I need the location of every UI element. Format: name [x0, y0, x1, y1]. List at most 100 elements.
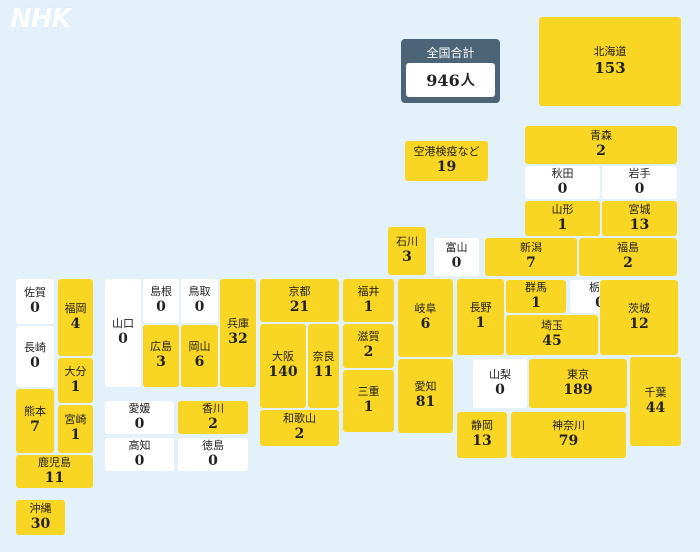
prefecture-name: 長野: [469, 301, 492, 315]
prefecture-okinawa[interactable]: 沖縄 30: [16, 500, 65, 535]
prefecture-count: 7: [526, 255, 536, 272]
prefecture-count: 0: [118, 331, 128, 348]
prefecture-count: 1: [557, 216, 568, 233]
prefecture-hiroshima[interactable]: 広島 3: [143, 325, 179, 387]
prefecture-name: 高知: [128, 438, 151, 452]
prefecture-oita[interactable]: 大分 1: [58, 358, 93, 403]
prefecture-gunma[interactable]: 群馬 1: [506, 280, 566, 313]
prefecture-miyagi[interactable]: 宮城 13: [602, 201, 677, 236]
prefecture-yamanashi[interactable]: 山梨 0: [473, 359, 527, 408]
prefecture-name: 鹿児島: [38, 455, 71, 469]
prefecture-count: 1: [531, 294, 541, 311]
prefecture-name: 福岡: [64, 301, 87, 315]
prefecture-kyoto[interactable]: 京都 21: [260, 279, 339, 322]
prefecture-fukushima[interactable]: 福島 2: [579, 238, 677, 276]
prefecture-kanagawa[interactable]: 神奈川 79: [511, 412, 626, 458]
prefecture-name: 青森: [590, 129, 612, 143]
prefecture-count: 2: [363, 344, 374, 361]
prefecture-hyogo[interactable]: 兵庫 32: [220, 279, 256, 387]
prefecture-akita[interactable]: 秋田 0: [525, 166, 600, 199]
prefecture-name: 埼玉: [541, 319, 563, 333]
prefecture-iwate[interactable]: 岩手 0: [602, 166, 677, 199]
prefecture-name: 秋田: [551, 166, 574, 180]
prefecture-count: 4: [70, 315, 81, 332]
prefecture-name: 静岡: [471, 419, 493, 433]
prefecture-saga[interactable]: 佐賀 0: [16, 279, 54, 324]
prefecture-name: 福井: [357, 284, 380, 298]
prefecture-wakayama[interactable]: 和歌山 2: [260, 410, 339, 446]
prefecture-aichi[interactable]: 愛知 81: [398, 359, 453, 433]
prefecture-count: 0: [30, 299, 40, 316]
prefecture-ehime[interactable]: 愛媛 0: [105, 401, 174, 434]
prefecture-count: 44: [645, 399, 666, 416]
prefecture-name: 茨城: [628, 301, 650, 315]
prefecture-name: 千葉: [644, 385, 667, 399]
prefecture-kumamoto[interactable]: 熊本 7: [16, 389, 54, 453]
prefecture-count: 32: [228, 331, 248, 348]
prefecture-kagoshima[interactable]: 鹿児島 11: [16, 455, 93, 488]
prefecture-shimane[interactable]: 島根 0: [143, 279, 179, 323]
prefecture-okayama[interactable]: 岡山 6: [181, 325, 218, 387]
prefecture-count: 45: [542, 333, 562, 350]
prefecture-tokyo[interactable]: 東京 189: [529, 359, 627, 408]
prefecture-saitama[interactable]: 埼玉 45: [506, 315, 598, 355]
prefecture-count: 19: [436, 159, 457, 176]
prefecture-count: 1: [70, 378, 81, 395]
prefecture-name: 熊本: [24, 405, 46, 419]
prefecture-nara[interactable]: 奈良 11: [308, 324, 339, 408]
prefecture-name: 大分: [64, 364, 87, 378]
prefecture-count: 0: [156, 299, 166, 316]
prefecture-toyama[interactable]: 富山 0: [434, 238, 479, 276]
prefecture-count: 13: [629, 216, 650, 233]
prefecture-chiba[interactable]: 千葉 44: [630, 357, 681, 446]
prefecture-count: 11: [313, 364, 334, 381]
prefecture-shiga[interactable]: 滋賀 2: [343, 324, 394, 368]
prefecture-miyazaki[interactable]: 宮崎 1: [58, 405, 93, 453]
prefecture-count: 0: [134, 415, 145, 432]
prefecture-kochi[interactable]: 高知 0: [105, 438, 174, 471]
prefecture-tottori[interactable]: 鳥取 0: [181, 279, 218, 323]
prefecture-count: 30: [30, 515, 51, 532]
prefecture-hokkaido[interactable]: 北海道 153: [539, 17, 681, 106]
national-total-unit: 人: [460, 73, 475, 89]
prefecture-nagano[interactable]: 長野 1: [457, 279, 504, 355]
prefecture-kuko[interactable]: 空港検疫など 19: [405, 141, 488, 181]
prefecture-name: 沖縄: [29, 501, 52, 515]
prefecture-name: 宮崎: [64, 413, 87, 427]
prefecture-name: 富山: [445, 241, 468, 255]
prefecture-name: 広島: [150, 340, 172, 354]
prefecture-yamaguchi[interactable]: 山口 0: [105, 279, 141, 387]
prefecture-count: 21: [289, 298, 310, 315]
prefecture-yamagata[interactable]: 山形 1: [525, 201, 600, 236]
prefecture-count: 13: [472, 433, 492, 450]
prefecture-ishikawa[interactable]: 石川 3: [388, 227, 426, 275]
prefecture-name: 香川: [202, 401, 224, 415]
prefecture-nagasaki[interactable]: 長崎 0: [16, 326, 54, 387]
prefecture-name: 山梨: [489, 367, 511, 381]
prefecture-kagawa[interactable]: 香川 2: [178, 401, 248, 434]
prefecture-count: 1: [363, 399, 374, 416]
prefecture-osaka[interactable]: 大阪 140: [260, 324, 306, 408]
prefecture-mie[interactable]: 三重 1: [343, 370, 394, 432]
prefecture-name: 和歌山: [283, 412, 316, 426]
prefecture-count: 7: [30, 419, 40, 436]
prefecture-fukuoka[interactable]: 福岡 4: [58, 279, 93, 356]
nhk-logo: NHK: [10, 4, 72, 34]
prefecture-gifu[interactable]: 岐阜 6: [398, 279, 453, 357]
prefecture-ibaraki[interactable]: 茨城 12: [600, 280, 678, 355]
prefecture-count: 3: [156, 354, 166, 371]
prefecture-count: 6: [194, 354, 205, 371]
prefecture-niigata[interactable]: 新潟 7: [485, 238, 577, 276]
prefecture-tokushima[interactable]: 徳島 0: [178, 438, 248, 471]
prefecture-fukui[interactable]: 福井 1: [343, 279, 394, 322]
prefecture-count: 3: [402, 249, 412, 266]
prefecture-shizuoka[interactable]: 静岡 13: [457, 412, 507, 458]
prefecture-aomori[interactable]: 青森 2: [525, 126, 677, 164]
prefecture-name: 徳島: [202, 438, 224, 452]
prefecture-name: 新潟: [520, 241, 542, 255]
national-total-value: 946: [426, 70, 460, 90]
prefecture-name: 群馬: [525, 280, 547, 294]
prefecture-name: 岩手: [628, 166, 651, 180]
prefecture-name: 佐賀: [24, 285, 46, 299]
prefecture-name: 長崎: [24, 340, 46, 354]
